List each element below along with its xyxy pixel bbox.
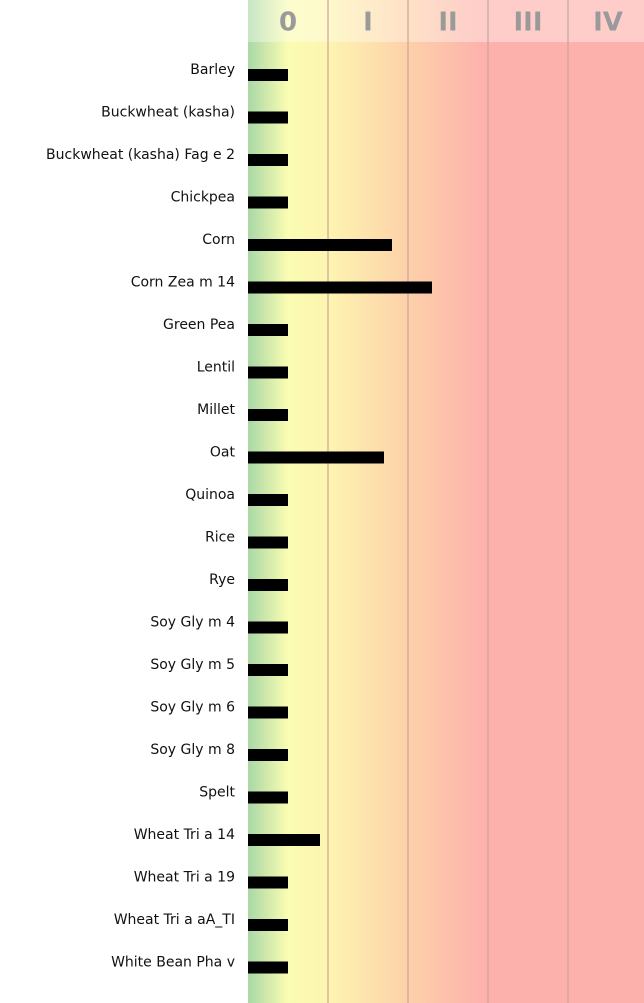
bar <box>248 324 288 336</box>
bar <box>248 154 288 166</box>
bar <box>248 536 288 549</box>
y-tick-label: Rice <box>205 530 235 546</box>
bar <box>248 281 432 294</box>
y-tick-label: Rye <box>209 572 235 588</box>
x-tick-label: III <box>513 8 542 38</box>
y-tick-label: Buckwheat (kasha) Fag e 2 <box>46 147 235 163</box>
y-tick-label: Buckwheat (kasha) <box>101 105 235 121</box>
y-tick-label: Wheat Tri a 19 <box>134 870 235 886</box>
bar <box>248 664 288 676</box>
y-tick-label: Wheat Tri a aA_TI <box>114 912 235 928</box>
bar <box>248 919 288 931</box>
bar <box>248 451 384 464</box>
bar <box>248 621 288 634</box>
bar <box>248 69 288 81</box>
y-tick-label: Corn Zea m 14 <box>131 275 235 291</box>
y-tick-label: Soy Gly m 4 <box>150 615 235 631</box>
bar <box>248 196 288 209</box>
y-tick-label: Green Pea <box>163 317 235 333</box>
bar <box>248 111 288 124</box>
y-tick-label: Soy Gly m 8 <box>150 742 235 758</box>
bar <box>248 494 288 506</box>
y-tick-label: Quinoa <box>185 487 235 503</box>
x-tick-label: IV <box>593 8 623 38</box>
bar <box>248 834 320 846</box>
y-tick-label: Oat <box>210 445 236 461</box>
bar <box>248 706 288 719</box>
header-band <box>248 0 644 42</box>
x-tick-label: 0 <box>279 8 297 38</box>
bar <box>248 961 288 974</box>
y-tick-label: Wheat Tri a 14 <box>134 827 235 843</box>
x-tick-label: II <box>438 8 457 38</box>
bar <box>248 409 288 421</box>
y-tick-label: Corn <box>202 232 235 248</box>
bar <box>248 239 392 251</box>
y-tick-label: Spelt <box>199 785 235 801</box>
y-tick-label: Soy Gly m 5 <box>150 657 235 673</box>
plot-background <box>248 0 644 1003</box>
y-tick-label: Chickpea <box>171 190 235 206</box>
bar <box>248 876 288 889</box>
y-tick-label: Barley <box>190 62 235 78</box>
y-tick-label: Lentil <box>197 360 235 376</box>
bar <box>248 791 288 804</box>
y-tick-label: Soy Gly m 6 <box>150 700 235 716</box>
bar <box>248 579 288 591</box>
bar <box>248 366 288 379</box>
y-tick-label: White Bean Pha v <box>111 955 235 971</box>
bar <box>248 749 288 761</box>
x-tick-label: I <box>363 8 373 38</box>
y-tick-label: Millet <box>197 402 235 418</box>
